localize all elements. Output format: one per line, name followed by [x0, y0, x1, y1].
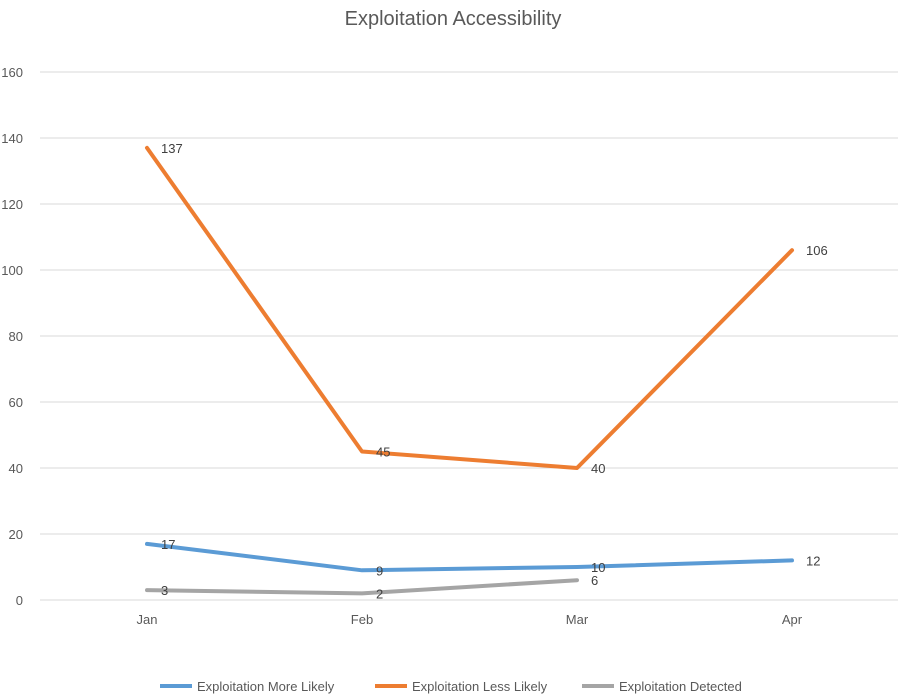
y-tick-label: 60 — [9, 395, 23, 410]
legend-label: Exploitation Detected — [619, 679, 742, 694]
legend-item-3: Exploitation Detected — [582, 679, 742, 694]
data-label: 10 — [591, 560, 605, 575]
x-tick-label: Apr — [782, 612, 803, 627]
legend: Exploitation More Likely Exploitation Les… — [160, 679, 742, 694]
x-tick-label: Jan — [137, 612, 158, 627]
series-lines — [145, 145, 794, 596]
data-label: 45 — [376, 445, 390, 460]
legend-item-2: Exploitation Less Likely — [375, 679, 548, 694]
y-tick-label: 140 — [1, 131, 23, 146]
x-tick-label: Mar — [566, 612, 589, 627]
y-tick-label: 100 — [1, 263, 23, 278]
x-tick-label: Feb — [351, 612, 373, 627]
data-label: 137 — [161, 141, 183, 156]
legend-label: Exploitation Less Likely — [412, 679, 548, 694]
legend-item-1: Exploitation More Likely — [160, 679, 335, 694]
y-axis-ticks: 0 20 40 60 80 100 120 140 160 — [1, 65, 23, 608]
legend-label: Exploitation More Likely — [197, 679, 335, 694]
data-label: 2 — [376, 586, 383, 601]
series-line-2 — [145, 145, 794, 470]
data-labels: 17 9 10 12 137 45 40 106 3 2 6 — [161, 141, 828, 602]
y-tick-label: 20 — [9, 527, 23, 542]
y-tick-label: 80 — [9, 329, 23, 344]
data-label: 106 — [806, 243, 828, 258]
y-tick-label: 120 — [1, 197, 23, 212]
gridlines — [40, 71, 898, 601]
data-label: 3 — [161, 583, 168, 598]
x-axis-ticks: Jan Feb Mar Apr — [137, 612, 803, 627]
series-line-3 — [145, 578, 579, 596]
data-label: 9 — [376, 563, 383, 578]
data-label: 6 — [591, 573, 598, 588]
y-tick-label: 0 — [16, 593, 23, 608]
data-label: 17 — [161, 537, 175, 552]
series-line-1 — [145, 541, 794, 573]
y-tick-label: 160 — [1, 65, 23, 80]
y-tick-label: 40 — [9, 461, 23, 476]
chart-title: Exploitation Accessibility — [345, 8, 562, 30]
data-label: 40 — [591, 461, 605, 476]
data-label: 12 — [806, 553, 820, 568]
